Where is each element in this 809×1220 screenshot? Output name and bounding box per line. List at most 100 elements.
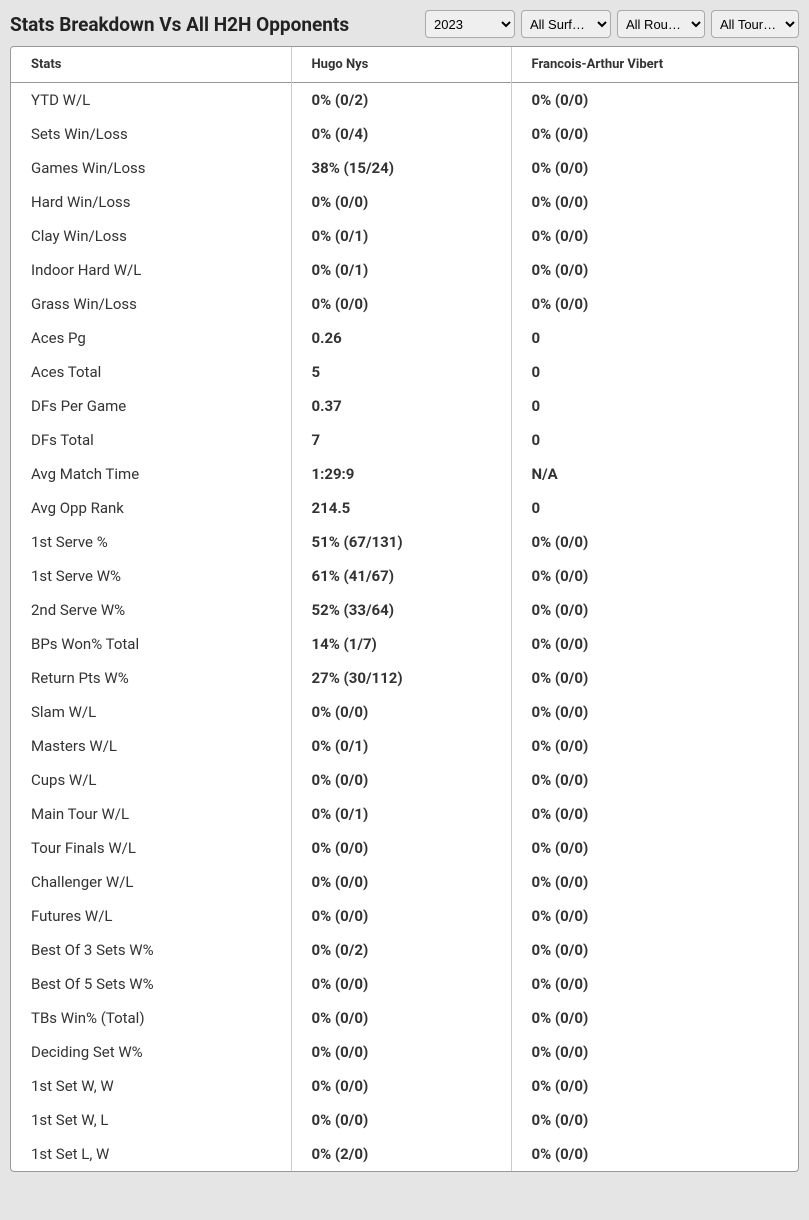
tournament-select[interactable]: All Tour… xyxy=(711,10,799,38)
stat-value-player1: 0% (0/1) xyxy=(291,253,511,287)
stat-label: Clay Win/Loss xyxy=(11,219,291,253)
stat-label: Games Win/Loss xyxy=(11,151,291,185)
stat-label: Hard Win/Loss xyxy=(11,185,291,219)
table-row: Cups W/L0% (0/0)0% (0/0) xyxy=(11,763,798,797)
round-select[interactable]: All Rou… xyxy=(617,10,705,38)
stat-label: Return Pts W% xyxy=(11,661,291,695)
stat-value-player1: 0% (0/0) xyxy=(291,185,511,219)
stat-value-player2: 0% (0/0) xyxy=(511,219,798,253)
column-header-player1: Hugo Nys xyxy=(291,47,511,83)
stat-value-player2: 0% (0/0) xyxy=(511,831,798,865)
stat-value-player2: 0% (0/0) xyxy=(511,525,798,559)
stat-value-player2: 0% (0/0) xyxy=(511,933,798,967)
stat-label: DFs Per Game xyxy=(11,389,291,423)
table-row: BPs Won% Total14% (1/7)0% (0/0) xyxy=(11,627,798,661)
filter-group: 2023 All Surf… All Rou… All Tour… xyxy=(425,10,799,38)
stat-value-player2: 0% (0/0) xyxy=(511,117,798,151)
table-row: DFs Per Game0.370 xyxy=(11,389,798,423)
stat-value-player2: 0% (0/0) xyxy=(511,1035,798,1069)
stat-value-player1: 0% (0/4) xyxy=(291,117,511,151)
stat-label: Cups W/L xyxy=(11,763,291,797)
table-row: Hard Win/Loss0% (0/0)0% (0/0) xyxy=(11,185,798,219)
table-row: Games Win/Loss38% (15/24)0% (0/0) xyxy=(11,151,798,185)
stat-value-player1: 0% (0/0) xyxy=(291,967,511,1001)
stat-label: Grass Win/Loss xyxy=(11,287,291,321)
surface-select[interactable]: All Surf… xyxy=(521,10,611,38)
stat-value-player1: 7 xyxy=(291,423,511,457)
stat-value-player2: 0% (0/0) xyxy=(511,559,798,593)
stat-label: Masters W/L xyxy=(11,729,291,763)
stat-value-player2: 0% (0/0) xyxy=(511,627,798,661)
stat-value-player1: 61% (41/67) xyxy=(291,559,511,593)
stat-value-player1: 27% (30/112) xyxy=(291,661,511,695)
table-row: Masters W/L0% (0/1)0% (0/0) xyxy=(11,729,798,763)
table-row: DFs Total70 xyxy=(11,423,798,457)
stat-value-player1: 0% (0/0) xyxy=(291,1103,511,1137)
stat-value-player1: 0% (0/0) xyxy=(291,1035,511,1069)
table-row: Clay Win/Loss0% (0/1)0% (0/0) xyxy=(11,219,798,253)
stat-value-player2: 0% (0/0) xyxy=(511,661,798,695)
page-title: Stats Breakdown Vs All H2H Opponents xyxy=(10,13,349,36)
stat-value-player1: 5 xyxy=(291,355,511,389)
table-row: 2nd Serve W%52% (33/64)0% (0/0) xyxy=(11,593,798,627)
stat-value-player1: 0% (0/1) xyxy=(291,219,511,253)
stat-label: 1st Set W, W xyxy=(11,1069,291,1103)
table-row: Aces Total50 xyxy=(11,355,798,389)
stat-value-player2: 0% (0/0) xyxy=(511,967,798,1001)
stat-value-player2: 0% (0/0) xyxy=(511,1137,798,1171)
table-row: YTD W/L0% (0/2)0% (0/0) xyxy=(11,83,798,118)
stat-value-player1: 0.37 xyxy=(291,389,511,423)
stat-value-player2: 0% (0/0) xyxy=(511,593,798,627)
stat-value-player1: 0% (0/0) xyxy=(291,865,511,899)
stat-value-player2: 0 xyxy=(511,355,798,389)
table-row: 1st Set L, W0% (2/0)0% (0/0) xyxy=(11,1137,798,1171)
table-row: Main Tour W/L0% (0/1)0% (0/0) xyxy=(11,797,798,831)
stat-value-player2: 0 xyxy=(511,423,798,457)
stat-value-player1: 0% (0/2) xyxy=(291,933,511,967)
stat-label: 1st Set W, L xyxy=(11,1103,291,1137)
stat-label: Sets Win/Loss xyxy=(11,117,291,151)
stat-value-player1: 0% (0/1) xyxy=(291,797,511,831)
table-row: Avg Opp Rank214.50 xyxy=(11,491,798,525)
stat-label: Challenger W/L xyxy=(11,865,291,899)
stat-value-player2: 0% (0/0) xyxy=(511,287,798,321)
table-row: TBs Win% (Total)0% (0/0)0% (0/0) xyxy=(11,1001,798,1035)
stat-label: Slam W/L xyxy=(11,695,291,729)
stat-label: Indoor Hard W/L xyxy=(11,253,291,287)
stat-value-player2: 0% (0/0) xyxy=(511,253,798,287)
stat-value-player1: 0% (0/0) xyxy=(291,1069,511,1103)
table-row: Return Pts W%27% (30/112)0% (0/0) xyxy=(11,661,798,695)
stat-value-player1: 0.26 xyxy=(291,321,511,355)
stat-value-player2: 0% (0/0) xyxy=(511,763,798,797)
stat-label: Futures W/L xyxy=(11,899,291,933)
stat-value-player2: 0% (0/0) xyxy=(511,695,798,729)
stat-value-player1: 0% (0/0) xyxy=(291,899,511,933)
table-row: Challenger W/L0% (0/0)0% (0/0) xyxy=(11,865,798,899)
stat-value-player2: 0% (0/0) xyxy=(511,1069,798,1103)
stat-value-player1: 0% (0/0) xyxy=(291,695,511,729)
stat-value-player1: 0% (0/0) xyxy=(291,763,511,797)
stat-label: YTD W/L xyxy=(11,83,291,118)
stat-label: 1st Set L, W xyxy=(11,1137,291,1171)
stat-value-player1: 0% (0/0) xyxy=(291,831,511,865)
column-header-player2: Francois-Arthur Vibert xyxy=(511,47,798,83)
stats-table-wrapper: Stats Hugo Nys Francois-Arthur Vibert YT… xyxy=(10,46,799,1172)
year-select[interactable]: 2023 xyxy=(425,10,515,38)
stat-value-player1: 0% (0/2) xyxy=(291,83,511,118)
stat-label: Best Of 5 Sets W% xyxy=(11,967,291,1001)
stat-label: Avg Opp Rank xyxy=(11,491,291,525)
table-row: Sets Win/Loss0% (0/4)0% (0/0) xyxy=(11,117,798,151)
header-bar: Stats Breakdown Vs All H2H Opponents 202… xyxy=(0,0,809,46)
stat-value-player2: 0% (0/0) xyxy=(511,1001,798,1035)
stat-label: Aces Pg xyxy=(11,321,291,355)
stat-value-player2: 0% (0/0) xyxy=(511,151,798,185)
stat-value-player1: 214.5 xyxy=(291,491,511,525)
table-header-row: Stats Hugo Nys Francois-Arthur Vibert xyxy=(11,47,798,83)
stat-value-player2: 0% (0/0) xyxy=(511,83,798,118)
table-row: Avg Match Time1:29:9N/A xyxy=(11,457,798,491)
stat-label: 1st Serve W% xyxy=(11,559,291,593)
stat-value-player1: 38% (15/24) xyxy=(291,151,511,185)
table-row: Slam W/L0% (0/0)0% (0/0) xyxy=(11,695,798,729)
stat-value-player2: 0% (0/0) xyxy=(511,185,798,219)
stat-value-player2: 0% (0/0) xyxy=(511,729,798,763)
